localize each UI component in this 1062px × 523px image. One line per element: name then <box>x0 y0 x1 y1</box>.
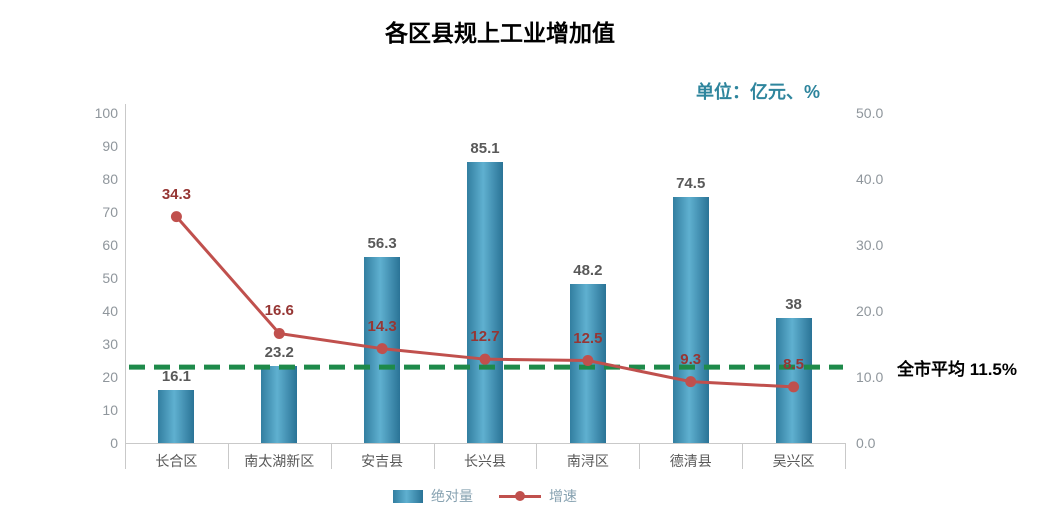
average-label: 全市平均 11.5% <box>897 360 1017 379</box>
line-value-label: 16.6 <box>264 302 294 320</box>
bar <box>775 317 812 443</box>
y-axis-label-right: 10.0 <box>856 369 884 385</box>
bar <box>158 389 195 443</box>
y-axis-label-left: 50 <box>102 270 118 286</box>
bar-value-label: 38 <box>785 295 802 313</box>
y-axis-label-right: 0.0 <box>856 435 876 451</box>
x-axis-tick <box>639 443 641 469</box>
y-axis-label-left: 0 <box>110 435 118 451</box>
x-axis-label: 德清县 <box>669 453 712 469</box>
bar-value-label: 85.1 <box>470 140 500 158</box>
y-axis-label-right: 30.0 <box>856 237 884 253</box>
x-axis-label: 安吉县 <box>361 453 404 469</box>
bar-legend-label: 绝对量 <box>431 488 473 504</box>
x-axis-label: 长兴县 <box>463 453 506 469</box>
x-axis-tick <box>125 443 126 469</box>
bar-legend-swatch <box>393 489 423 503</box>
y-axis-line <box>125 104 126 443</box>
y-axis-label-right: 50.0 <box>856 105 884 121</box>
bar-value-label: 74.5 <box>676 175 706 193</box>
line-point <box>170 211 182 223</box>
bar <box>672 197 709 443</box>
x-axis-label: 长合区 <box>155 453 198 469</box>
line-marker-icon <box>515 490 525 501</box>
line-value-label: 34.3 <box>161 185 192 203</box>
y-axis-label-left: 60 <box>102 237 118 253</box>
chart-title: 各区县规上工业增加值 <box>385 20 615 46</box>
x-axis-tick <box>845 443 846 469</box>
unit-label: 单位：亿元、% <box>695 82 820 102</box>
x-axis-label: 南太湖新区 <box>244 453 315 469</box>
y-axis-label-left: 90 <box>102 138 118 154</box>
y-axis-label-left: 80 <box>102 171 118 187</box>
y-axis-label-left: 30 <box>102 336 118 352</box>
y-axis-label-left: 70 <box>102 204 118 220</box>
x-axis-tick <box>742 443 744 469</box>
bar <box>261 366 298 443</box>
y-axis-label-left: 40 <box>102 303 118 319</box>
x-axis-tick <box>433 443 435 469</box>
x-axis-label: 吴兴区 <box>772 453 815 469</box>
line-legend-swatch <box>499 490 541 501</box>
x-axis-tick <box>536 443 538 469</box>
x-axis-label: 南浔区 <box>566 453 609 469</box>
bar <box>569 283 606 443</box>
bar <box>467 162 503 443</box>
y-axis-label-right: 20.0 <box>856 303 884 319</box>
x-axis-line <box>125 443 845 444</box>
line-legend-label: 增速 <box>549 488 577 504</box>
y-axis-label-right: 40.0 <box>856 171 884 187</box>
y-axis-label-left: 10 <box>102 402 118 418</box>
bar-value-label: 56.3 <box>367 235 397 253</box>
bar-value-label: 16.1 <box>161 367 192 385</box>
bar <box>364 257 401 443</box>
x-axis-tick <box>227 443 229 469</box>
line-point <box>273 327 285 339</box>
bar-value-label: 48.2 <box>573 261 603 279</box>
y-axis-label-left: 100 <box>94 105 118 121</box>
y-axis-label-left: 20 <box>102 369 118 385</box>
bar-value-label: 23.2 <box>264 344 294 362</box>
legend: 绝对量 增速 <box>125 486 845 506</box>
x-axis-tick <box>330 443 332 469</box>
